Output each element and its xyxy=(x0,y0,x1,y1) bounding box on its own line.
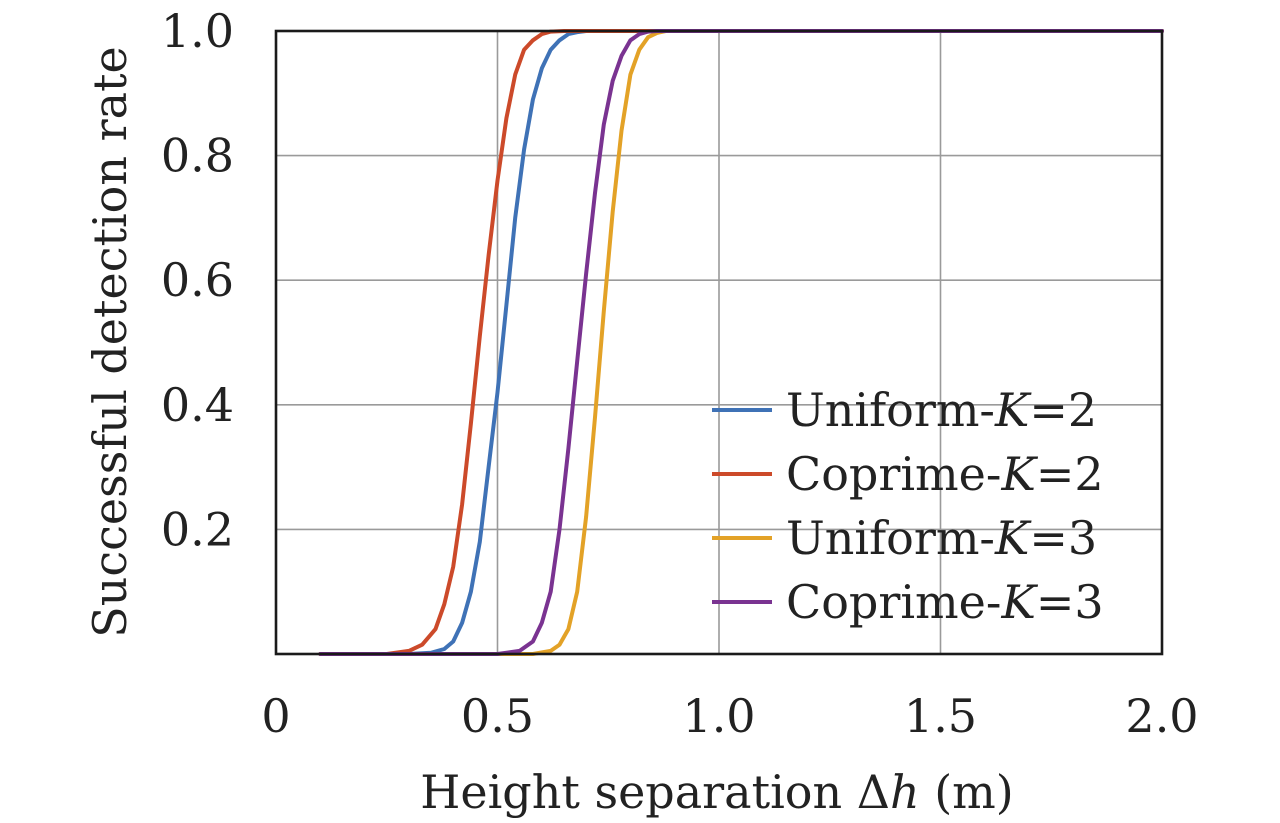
legend-entry-label: Uniform-K=2 xyxy=(786,383,1097,437)
legend-entry-variable: K xyxy=(1000,447,1038,501)
legend-entry-label: Uniform-K=3 xyxy=(786,511,1097,565)
legend-entry-suffix: =3 xyxy=(1036,575,1104,629)
legend-entry-prefix: Uniform- xyxy=(786,383,995,437)
legend-entry-variable: K xyxy=(994,383,1032,437)
legend-entry-prefix: Coprime- xyxy=(786,575,1001,629)
x-tick-label: 2.0 xyxy=(1125,689,1198,743)
x-axis-label-variable: h xyxy=(890,765,920,819)
legend-entry-prefix: Coprime- xyxy=(786,447,1001,501)
x-tick-label: 0.5 xyxy=(461,689,534,743)
plot-frame xyxy=(274,29,1164,656)
legend-entry-label: Coprime-K=2 xyxy=(786,447,1104,501)
x-tick-label: 1.0 xyxy=(682,689,755,743)
y-tick-label: 0.8 xyxy=(161,129,234,183)
y-axis-label: Successful detection rate xyxy=(83,46,137,638)
grid-lines xyxy=(276,31,1162,654)
x-tick-label: 1.5 xyxy=(904,689,977,743)
y-tick-label: 1.0 xyxy=(161,4,234,58)
y-tick-label: 0.4 xyxy=(161,378,234,432)
legend-entry-variable: K xyxy=(994,511,1032,565)
legend-entry-label: Coprime-K=3 xyxy=(786,575,1104,629)
series-line-coprime-k=2 xyxy=(318,29,1164,656)
y-tick-label: 0.6 xyxy=(161,253,234,307)
legend-entry-suffix: =2 xyxy=(1029,383,1097,437)
y-tick-label: 0.2 xyxy=(161,502,234,556)
legend-entry-variable: K xyxy=(1000,575,1038,629)
x-axis-label: Height separation Δh (m) xyxy=(420,765,1013,819)
x-tick-label: 0 xyxy=(261,689,290,743)
series-line-uniform-k=2 xyxy=(318,29,1164,656)
x-axis-label-unit: (m) xyxy=(920,765,1014,819)
legend-entry-suffix: =3 xyxy=(1029,511,1097,565)
axis-ticks: 0 0.5 1.0 1.5 2.0 0.2 0.4 0.6 0.8 1.0 xyxy=(161,4,1199,743)
legend-entry-prefix: Uniform- xyxy=(786,511,995,565)
legend-entry-suffix: =2 xyxy=(1036,447,1104,501)
x-axis-label-text: Height separation Δ xyxy=(420,765,890,819)
legend: Uniform-K=2Coprime-K=2Uniform-K=3Coprime… xyxy=(712,383,1104,629)
